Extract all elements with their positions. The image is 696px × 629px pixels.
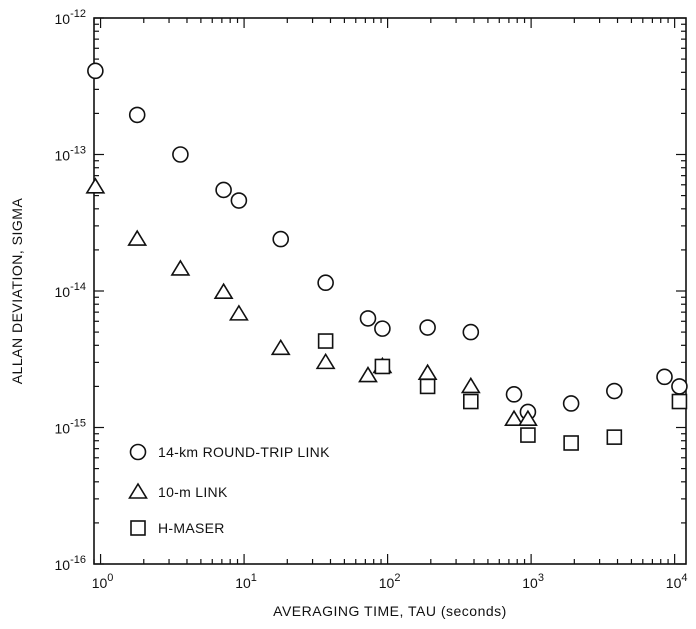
round-trip-point (606, 382, 623, 400)
legend: 14-km ROUND-TRIP LINK 10-m LINK H-MASER (128, 443, 330, 536)
x-tick-label: 103 (522, 572, 544, 591)
ten-m-link-point (417, 363, 438, 380)
h-maser-point (606, 429, 623, 445)
y-tick-label: 10-12 (55, 8, 86, 27)
round-trip-point (172, 146, 189, 163)
round-trip-point (272, 230, 290, 248)
x-axis-title: AVERAGING TIME, TAU (seconds) (273, 603, 507, 619)
y-tick-label: 10-15 (55, 418, 86, 437)
y-axis-title: ALLAN DEVIATION, SIGMA (9, 198, 25, 385)
ten-m-link-point (170, 259, 191, 276)
round-trip-point (505, 386, 523, 403)
round-trip-point (419, 319, 436, 336)
series-triangle (85, 177, 538, 427)
series-square (317, 333, 688, 451)
h-maser-point (671, 393, 688, 410)
ten-m-link-point (358, 366, 378, 383)
h-maser-point (419, 378, 436, 395)
round-trip-point (656, 368, 673, 386)
legend-label: 14-km ROUND-TRIP LINK (158, 444, 330, 460)
h-maser-point (520, 427, 536, 443)
h-maser-point (374, 358, 391, 375)
h-maser-point (563, 435, 579, 451)
ten-m-link-point (504, 409, 524, 427)
x-tick-label: 104 (666, 572, 688, 591)
round-trip-point (562, 395, 580, 412)
round-trip-point (215, 181, 232, 199)
x-axis: 100 101 102 103 104 (92, 18, 688, 591)
round-trip-point (128, 106, 146, 124)
legend-marker-triangle (128, 482, 148, 499)
h-maser-point (463, 393, 479, 410)
ten-m-link-point (315, 352, 336, 370)
round-trip-point (462, 323, 480, 341)
ten-m-link-point (85, 177, 106, 194)
x-tick-label: 101 (235, 572, 257, 591)
legend-marker-circle (129, 443, 147, 461)
ten-m-link-point (518, 409, 538, 427)
y-tick-label: 10-16 (55, 554, 86, 573)
round-trip-point (87, 62, 104, 80)
h-maser-point (317, 333, 334, 349)
round-trip-point (317, 274, 334, 292)
round-trip-point (374, 320, 391, 337)
ten-m-link-point (270, 338, 291, 356)
round-trip-point (359, 310, 377, 327)
data-markers (85, 62, 688, 451)
y-tick-label: 10-14 (55, 281, 86, 300)
legend-label: 10-m LINK (158, 484, 228, 500)
x-tick-label: 102 (379, 572, 401, 591)
x-tick-label: 100 (92, 572, 114, 591)
plot-frame (93, 17, 687, 565)
legend-marker-square (130, 520, 146, 536)
ten-m-link-point (213, 282, 234, 299)
round-trip-point (671, 378, 688, 395)
series-circle (87, 62, 688, 421)
legend-label: H-MASER (158, 520, 225, 536)
y-tick-label: 10-13 (55, 145, 86, 164)
round-trip-point (230, 192, 248, 209)
y-axis: 10-12 10-13 10-14 10-15 10-16 (55, 8, 686, 573)
ten-m-link-point (460, 376, 481, 394)
ten-m-link-point (228, 304, 249, 321)
ten-m-link-point (127, 229, 148, 246)
